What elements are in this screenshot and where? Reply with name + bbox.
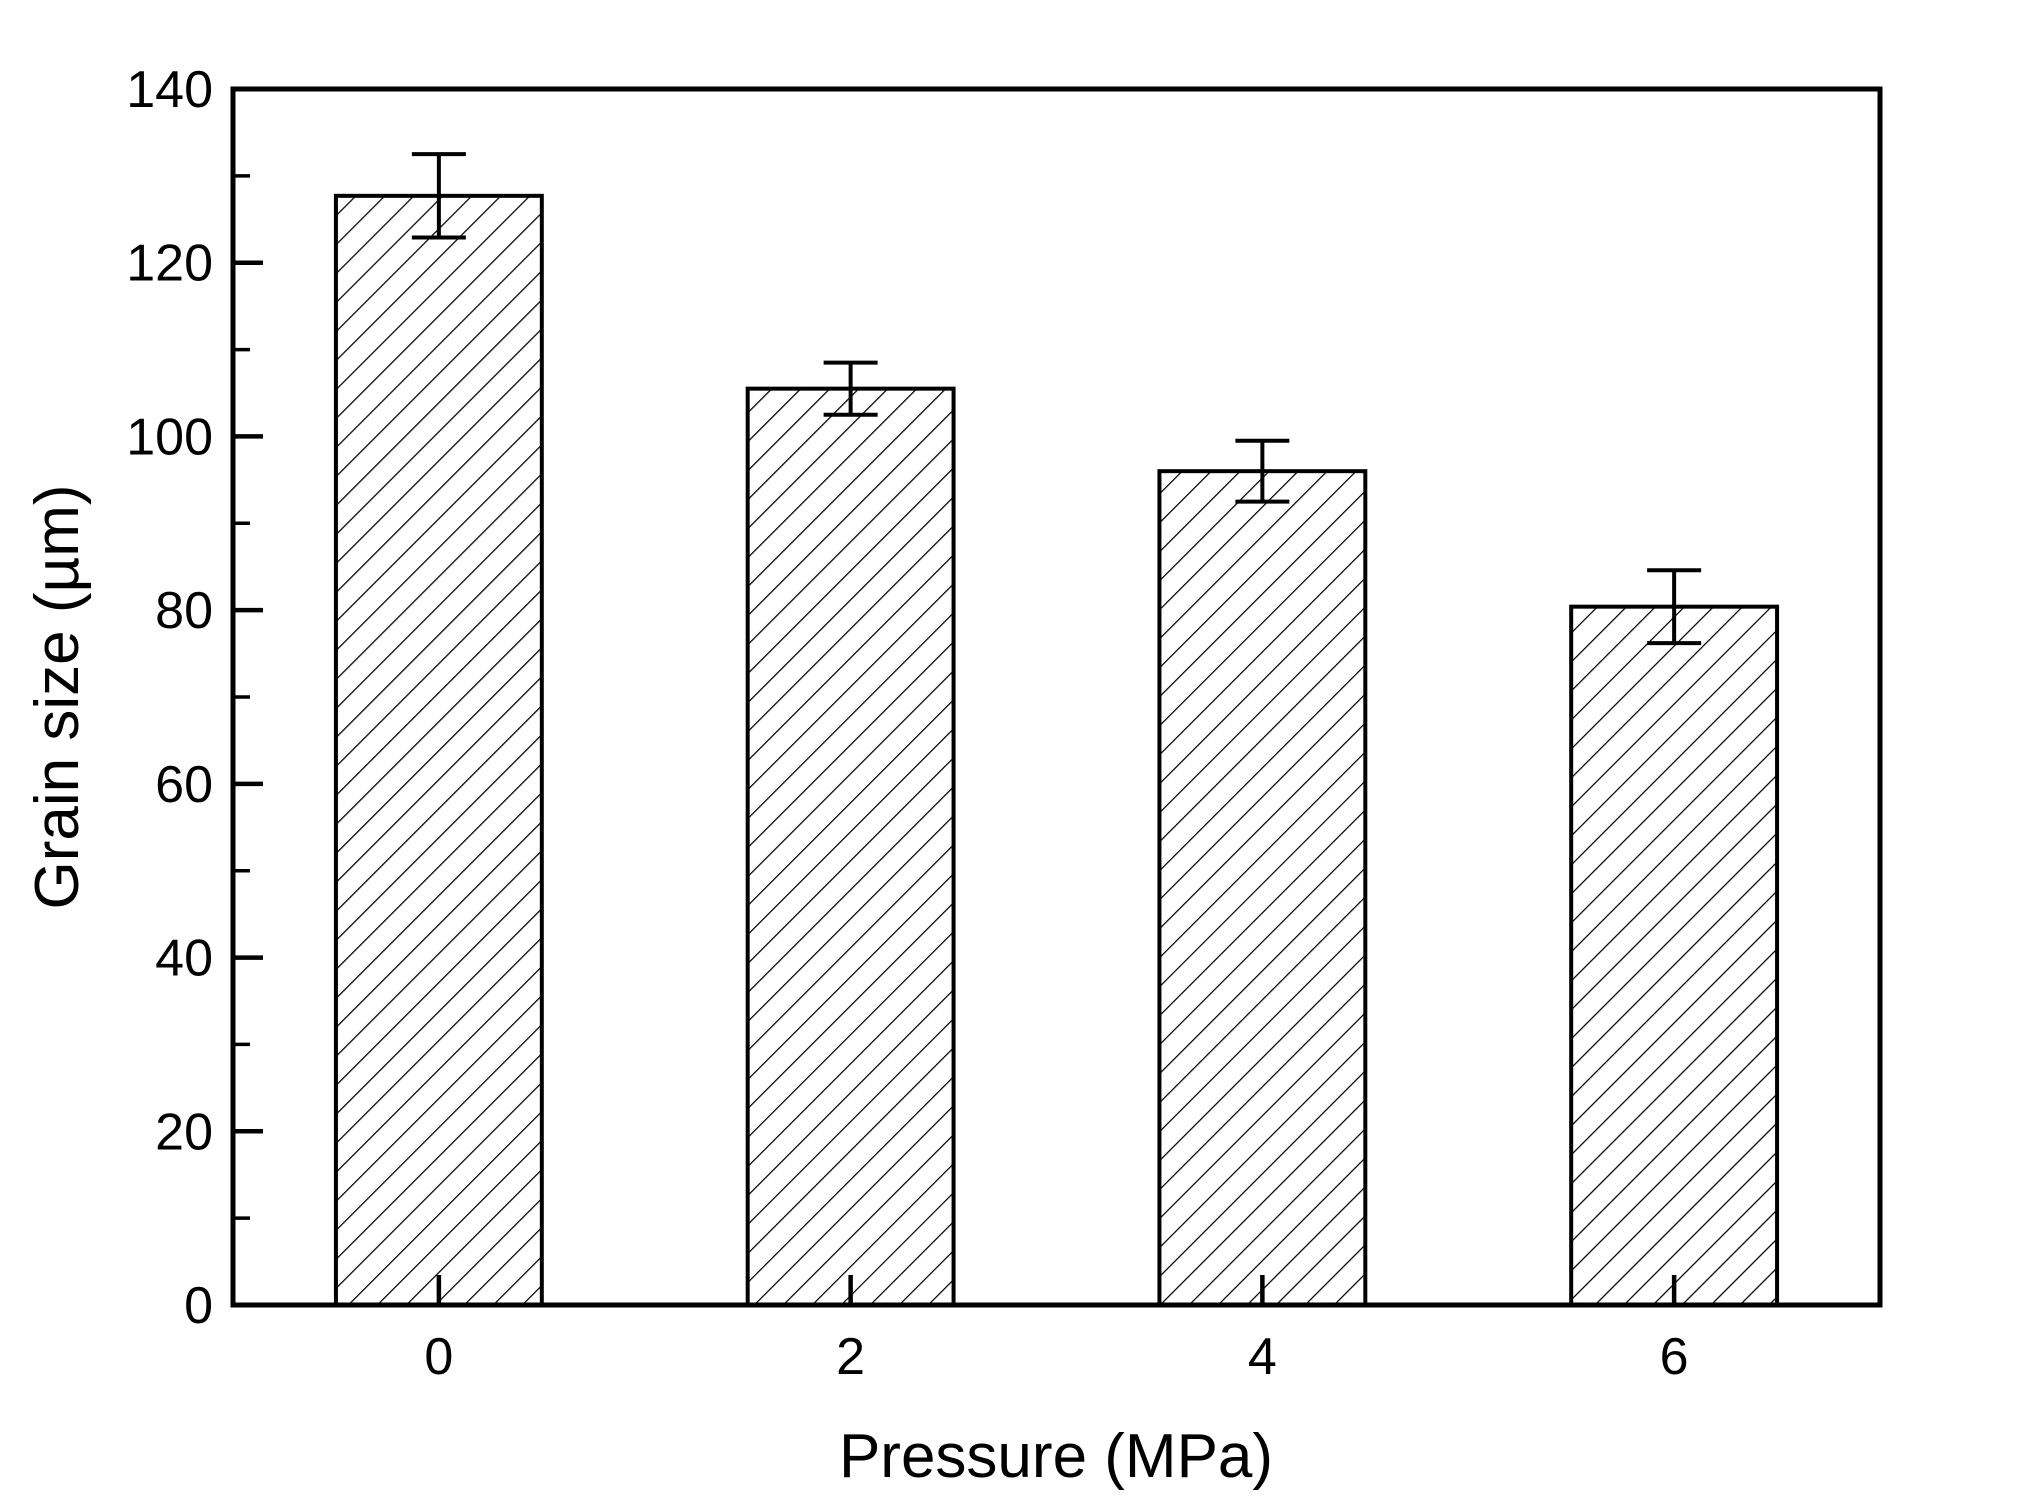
y-tick-label-80: 80: [155, 582, 213, 640]
y-tick-label-0: 0: [184, 1277, 213, 1335]
bar-pressure-6: [1569, 604, 1780, 1307]
error-bar-4: [1235, 438, 1290, 504]
y-tick-label-120: 120: [126, 235, 213, 293]
bar-pressure-4: [1157, 469, 1368, 1307]
x-tick-label-4: 4: [1248, 1328, 1277, 1386]
y-tick-label-20: 20: [155, 1103, 213, 1161]
bar-pressure-2: [745, 386, 956, 1307]
y-tick-label-60: 60: [155, 756, 213, 814]
bars-group: [333, 193, 1780, 1308]
plot-frame: [230, 86, 1883, 1308]
x-tick-label-0: 0: [424, 1328, 453, 1386]
y-tick-label-40: 40: [155, 930, 213, 988]
tick-labels-group: 0 20 40 60 80 100 120 140 0 2 4 6: [126, 61, 1688, 1386]
y-axis-title: Grain size (µm): [23, 485, 92, 910]
x-tick-label-6: 6: [1660, 1328, 1689, 1386]
error-bar-6: [1647, 568, 1702, 646]
x-axis-title: Pressure (MPa): [839, 1422, 1273, 1491]
bar-pressure-0: [333, 193, 544, 1308]
error-bar-0: [411, 152, 466, 240]
error-bar-2: [823, 360, 878, 417]
error-bars-group: [411, 152, 1702, 646]
y-tick-label-140: 140: [126, 61, 213, 119]
y-tick-label-100: 100: [126, 408, 213, 466]
x-tick-label-2: 2: [836, 1328, 865, 1386]
